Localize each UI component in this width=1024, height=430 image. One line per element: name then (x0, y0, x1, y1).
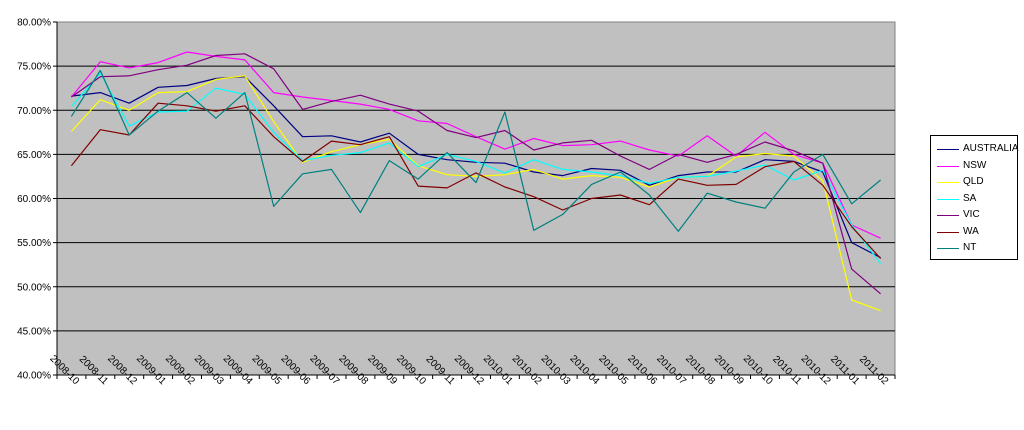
legend-label: NSW (963, 159, 987, 171)
legend-label: AUSTRALIA (963, 143, 1019, 154)
gridlines (57, 65, 895, 332)
legend-item-sa: SA (937, 192, 1017, 208)
series-lines (70, 51, 882, 312)
y-tick-label: 80.00% (17, 18, 51, 29)
legend-swatch (937, 215, 959, 216)
legend-item-qld: QLD (937, 175, 1017, 191)
legend-item-vic: VIC (937, 208, 1017, 224)
y-tick-label: 60.00% (17, 194, 51, 205)
series-line-nsw (70, 51, 881, 239)
legend-item-australia: AUSTRALIA (937, 142, 1019, 158)
legend-swatch (937, 198, 959, 200)
y-axis: 40.00% 45.00% 50.00% 55.00% 60.00% 65.00% 70.0… (17, 18, 58, 382)
y-tick-label: 75.00% (17, 62, 51, 73)
y-tick-label: 70.00% (17, 106, 51, 117)
legend-item-wa: WA (937, 225, 1017, 241)
y-tick-label: 55.00% (17, 238, 51, 249)
legend-item-nsw: NSW (937, 159, 1017, 175)
y-tick-label: 65.00% (17, 150, 51, 161)
legend-swatch (937, 182, 959, 183)
legend: AUSTRALIA NSW QLD SA VIC WA NT (930, 135, 1019, 260)
series-line-qld (70, 75, 881, 312)
legend-swatch (937, 165, 959, 167)
legend-swatch (937, 231, 959, 233)
legend-label: WA (963, 225, 979, 237)
legend-swatch (937, 149, 959, 150)
series-line-australia (71, 76, 881, 259)
y-tick-label: 50.00% (17, 282, 51, 293)
legend-label: QLD (963, 176, 984, 187)
y-tick-label: 45.00% (17, 326, 51, 337)
y-tick-label: 40.00% (17, 371, 51, 382)
series-line-nt (70, 69, 881, 232)
legend-label: VIC (963, 209, 980, 220)
series-line-sa (70, 72, 882, 265)
legend-item-nt: NT (937, 241, 1017, 257)
legend-label: NT (963, 242, 977, 253)
series-line-vic (71, 53, 881, 295)
legend-swatch (937, 248, 959, 249)
legend-label: SA (963, 192, 977, 204)
